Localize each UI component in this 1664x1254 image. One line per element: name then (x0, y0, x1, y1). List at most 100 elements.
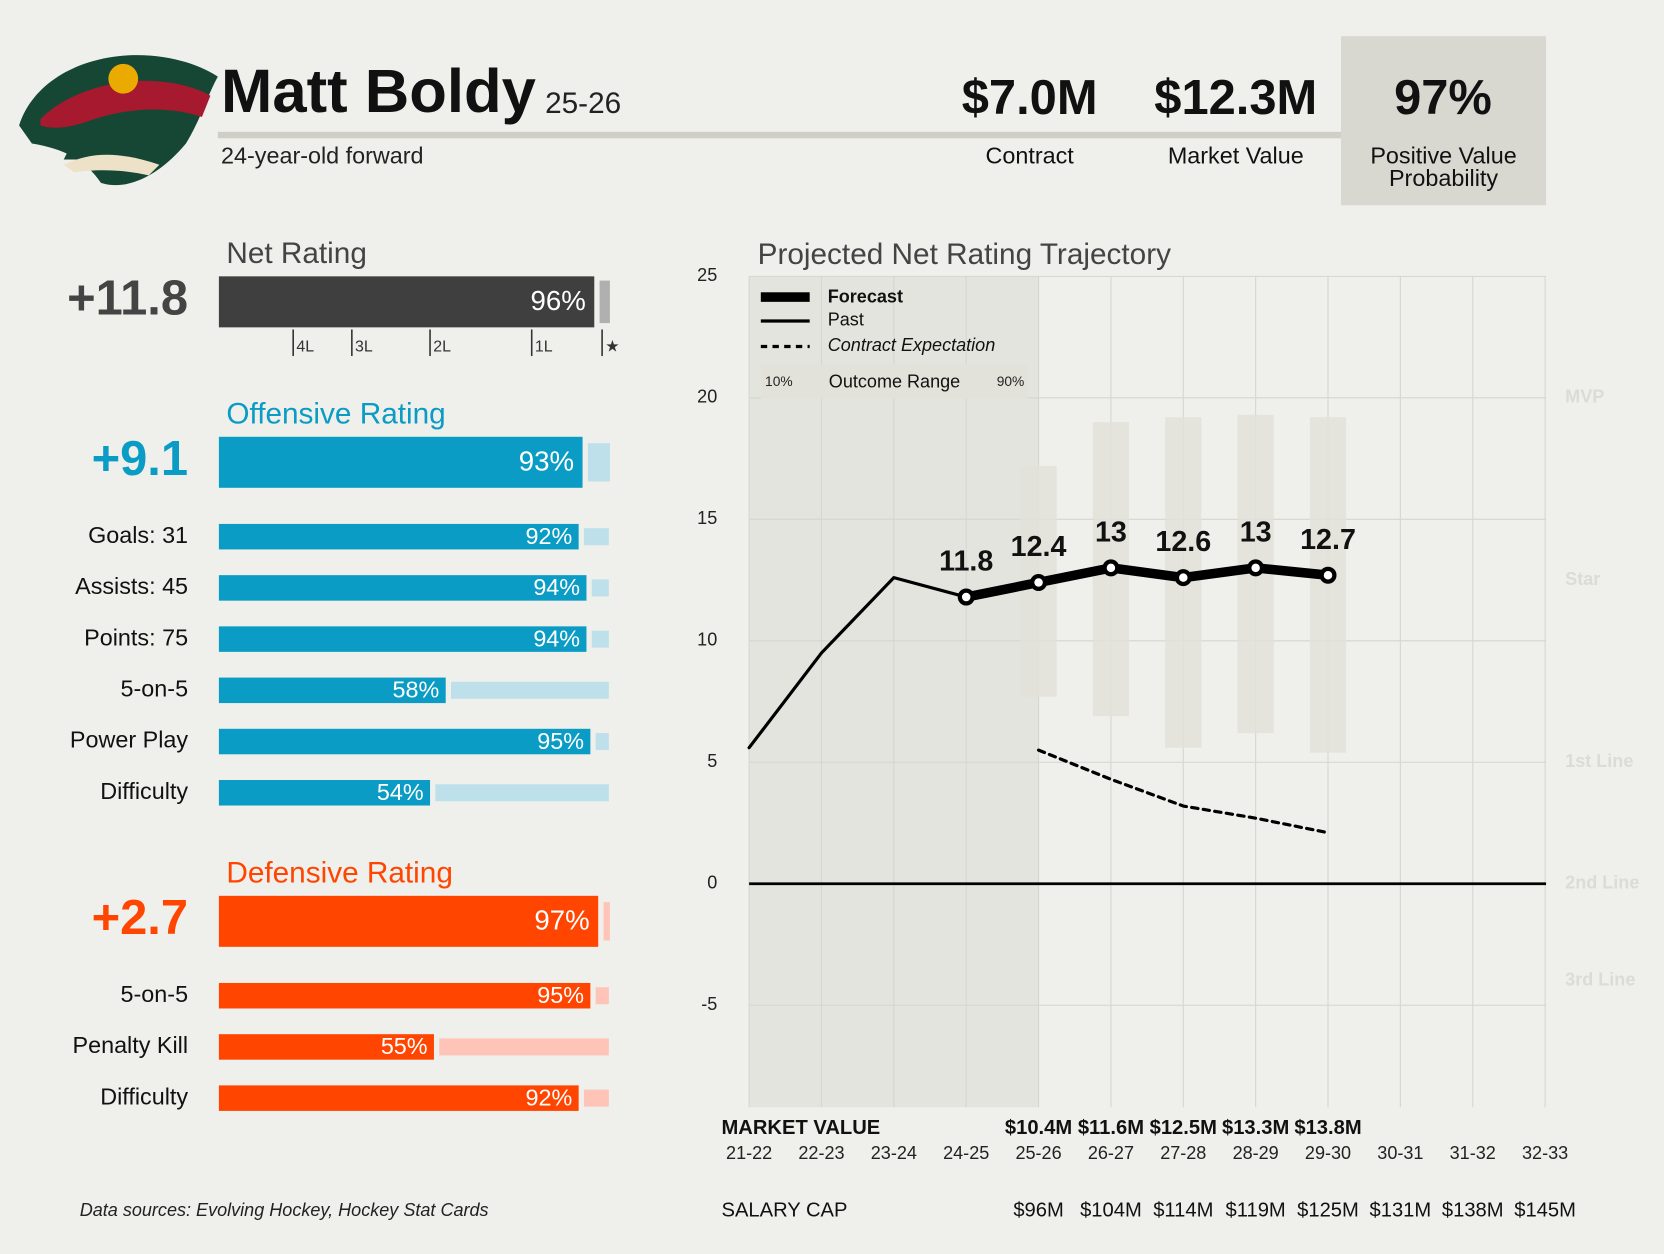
tier-marker-label: 1L (535, 339, 553, 356)
highlight-box (1340, 36, 1547, 206)
track (439, 1038, 609, 1056)
rating-bars: Net Rating +11.8 96% 4L 3L 2L 1L ★ Offensive Rat… (67, 237, 620, 1111)
row-label: Power Play (70, 727, 188, 753)
trajectory-chart: Projected Net Rating Trajectory 21-22 22-2… (697, 238, 1639, 1222)
salary-cap: $119M (1226, 1200, 1286, 1222)
bar (218, 575, 587, 601)
row-label: Penalty Kill (73, 1032, 189, 1058)
tier-label: MVP (1565, 387, 1604, 407)
group-title: Offensive Rating (226, 397, 445, 430)
bar-label: 58% (393, 677, 440, 703)
rating-value: +9.1 (92, 432, 188, 486)
bar-label: 54% (377, 779, 424, 805)
track (603, 902, 610, 941)
x-tick-label: 26-27 (1088, 1143, 1134, 1163)
legend-label: Forecast (828, 286, 903, 306)
bar-label: 97% (534, 905, 589, 936)
bar-label: 94% (533, 625, 580, 651)
track (591, 630, 609, 648)
y-tick-label: 15 (697, 508, 717, 528)
forecast-point (1102, 559, 1120, 577)
stat-value: $12.3M (1154, 71, 1317, 125)
track (595, 733, 609, 751)
y-tick-label: 0 (707, 873, 717, 893)
stat-value: 97% (1394, 71, 1492, 125)
point-label: 13 (1240, 516, 1272, 548)
y-tick-label: 5 (707, 751, 717, 771)
bar (218, 677, 446, 704)
bar-label: 92% (525, 523, 572, 549)
x-tick-label: 32-33 (1522, 1143, 1568, 1163)
stat-value: $7.0M (962, 71, 1098, 125)
bar-label: 95% (537, 982, 584, 1008)
tier-marker-label: ★ (605, 339, 619, 356)
rating-value: +11.8 (67, 272, 188, 326)
market-value: $12.5M (1150, 1117, 1217, 1139)
x-tick-label: 25-26 (1015, 1143, 1061, 1163)
series-line (961, 563, 1333, 602)
bar-label: 93% (519, 446, 574, 477)
track (583, 1089, 609, 1107)
bar (218, 728, 591, 755)
market-value: $11.6M (1078, 1117, 1144, 1139)
bar-label: 94% (533, 574, 580, 600)
forecast-point (1319, 566, 1337, 584)
group-title: Defensive Rating (226, 856, 453, 889)
salary-cap: $138M (1442, 1200, 1504, 1222)
x-tick-label: 22-23 (798, 1143, 844, 1163)
row-label: Assists: 45 (75, 573, 188, 599)
track (599, 280, 610, 324)
row-title: SALARY CAP (721, 1200, 847, 1222)
x-tick-label: 24-25 (943, 1143, 989, 1163)
row-label: 5-on-5 (121, 676, 189, 702)
row-title: MARKET VALUE (721, 1117, 880, 1139)
y-tick-label: 20 (697, 387, 717, 407)
y-tick-label: -5 (701, 994, 717, 1014)
legend-label: Past (828, 310, 864, 330)
market-value: $10.4M (1005, 1117, 1072, 1139)
bar (218, 626, 587, 652)
bar (218, 982, 591, 1009)
tier-label: 3rd Line (1565, 970, 1635, 990)
bar (218, 276, 595, 328)
tier-marker-label: 3L (355, 339, 373, 356)
x-tick-label: 30-31 (1377, 1143, 1423, 1163)
bar-label: 92% (525, 1084, 572, 1110)
track (451, 681, 609, 699)
salary-cap: $131M (1370, 1200, 1432, 1222)
team-logo (19, 55, 218, 186)
tier-label: 2nd Line (1565, 873, 1639, 893)
salary-cap: $145M (1514, 1200, 1576, 1222)
track (435, 784, 609, 802)
rating-value: +2.7 (92, 891, 188, 945)
x-tick-label: 21-22 (726, 1143, 772, 1163)
bar (218, 1034, 434, 1060)
forecast-point (1030, 573, 1048, 591)
tier-marker-label: 2L (433, 339, 451, 356)
track (595, 987, 609, 1005)
bar (218, 780, 431, 806)
row-label: Points: 75 (84, 624, 188, 650)
x-tick-label: 27-28 (1160, 1143, 1206, 1163)
legend-label: Outcome Range (829, 371, 960, 391)
row-label: 5-on-5 (121, 981, 189, 1007)
tier-label: Star (1565, 569, 1600, 589)
salary-cap: $114M (1153, 1200, 1213, 1222)
bar (218, 523, 579, 550)
y-tick-label: 10 (697, 630, 717, 650)
point-label: 13 (1095, 516, 1127, 548)
bar (218, 436, 583, 488)
bar-label: 55% (381, 1033, 428, 1059)
season: 25-26 (545, 87, 621, 120)
salary-cap: $125M (1297, 1200, 1359, 1222)
market-value: $13.8M (1294, 1117, 1361, 1139)
x-tick-label: 31-32 (1450, 1143, 1496, 1163)
legend-label: 90% (997, 373, 1025, 389)
series-line (747, 576, 968, 750)
bar (218, 1085, 579, 1111)
point-label: 12.4 (1011, 531, 1067, 563)
stat-label-wrap: Positive Value Probability (1370, 145, 1516, 190)
bar (218, 895, 599, 947)
